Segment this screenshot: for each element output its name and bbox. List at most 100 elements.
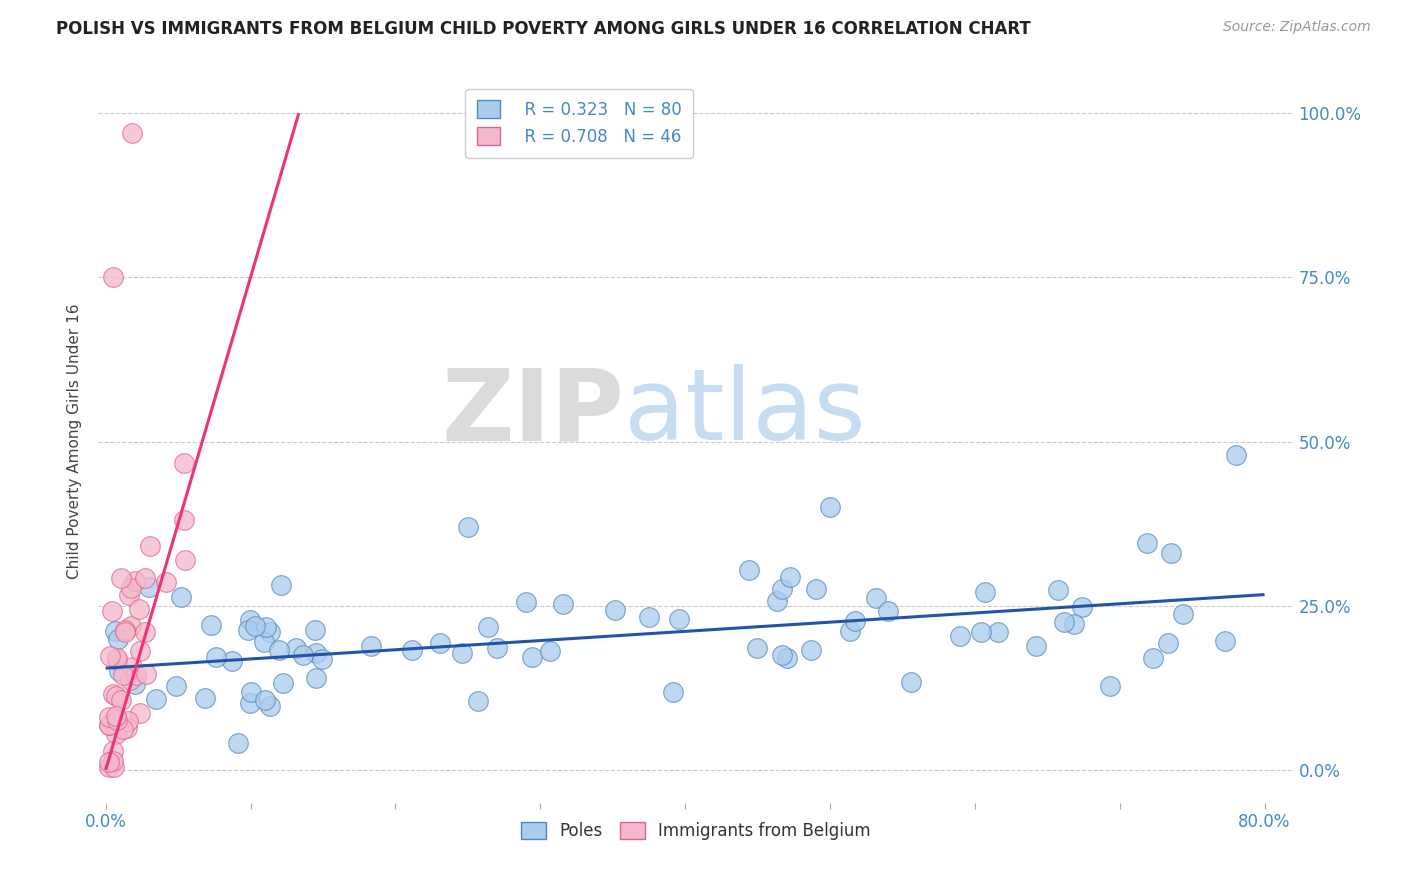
Text: atlas: atlas <box>624 364 866 461</box>
Point <box>110 693 132 707</box>
Point <box>662 684 685 698</box>
Point <box>1173 607 1195 622</box>
Point <box>135 667 157 681</box>
Y-axis label: Child Poverty Among Girls Under 16: Child Poverty Among Girls Under 16 <box>67 304 83 579</box>
Point <box>285 640 308 655</box>
Point <box>101 603 124 617</box>
Point <box>360 639 382 653</box>
Point <box>114 624 136 639</box>
Point <box>804 582 827 597</box>
Point <box>270 577 292 591</box>
Point <box>1098 679 1121 693</box>
Point <box>738 563 761 577</box>
Point <box>105 713 128 727</box>
Point <box>1046 582 1069 597</box>
Point <box>1136 536 1159 550</box>
Point <box>304 623 326 637</box>
Point <box>121 126 143 140</box>
Point <box>668 612 690 626</box>
Point <box>1156 636 1178 650</box>
Point <box>97 718 120 732</box>
Point <box>121 660 143 674</box>
Point <box>974 585 997 599</box>
Point <box>259 624 281 639</box>
Point <box>236 623 259 637</box>
Point <box>221 654 243 668</box>
Point <box>138 580 160 594</box>
Point <box>253 693 276 707</box>
Point <box>125 668 148 682</box>
Point <box>1063 617 1085 632</box>
Point <box>174 553 197 567</box>
Point <box>605 603 627 617</box>
Point <box>98 755 121 769</box>
Point <box>766 594 789 608</box>
Text: POLISH VS IMMIGRANTS FROM BELGIUM CHILD POVERTY AMONG GIRLS UNDER 16 CORRELATION: POLISH VS IMMIGRANTS FROM BELGIUM CHILD … <box>56 20 1031 37</box>
Point <box>1053 615 1076 630</box>
Point <box>900 675 922 690</box>
Point <box>103 760 125 774</box>
Point <box>304 646 326 660</box>
Point <box>745 641 768 656</box>
Point <box>949 629 972 643</box>
Point <box>128 602 150 616</box>
Point <box>101 270 124 285</box>
Point <box>538 644 561 658</box>
Point <box>638 610 661 624</box>
Point <box>401 643 423 657</box>
Point <box>115 721 138 735</box>
Point <box>205 649 228 664</box>
Point <box>776 651 799 665</box>
Point <box>1213 634 1236 648</box>
Point <box>124 677 146 691</box>
Point <box>97 718 120 732</box>
Point <box>865 591 887 606</box>
Point <box>239 613 262 627</box>
Point <box>134 624 156 639</box>
Point <box>134 571 156 585</box>
Point <box>101 744 124 758</box>
Point <box>117 714 139 728</box>
Point <box>118 673 141 687</box>
Point <box>111 668 134 682</box>
Point <box>770 648 793 662</box>
Point <box>1025 639 1047 653</box>
Point <box>112 722 135 736</box>
Point <box>118 588 141 602</box>
Point <box>114 623 136 637</box>
Point <box>271 676 294 690</box>
Point <box>1070 600 1092 615</box>
Point <box>101 754 124 768</box>
Point <box>97 710 120 724</box>
Point <box>110 571 132 585</box>
Point <box>457 520 479 534</box>
Point <box>254 620 277 634</box>
Point <box>970 624 993 639</box>
Point <box>105 651 128 665</box>
Point <box>173 513 195 527</box>
Point <box>105 690 128 704</box>
Point <box>194 690 217 705</box>
Point <box>165 679 187 693</box>
Text: Source: ZipAtlas.com: Source: ZipAtlas.com <box>1223 20 1371 34</box>
Point <box>1225 448 1247 462</box>
Point <box>467 694 489 708</box>
Point <box>105 653 128 667</box>
Point <box>239 685 262 699</box>
Point <box>429 636 451 650</box>
Point <box>104 709 127 723</box>
Point <box>515 595 537 609</box>
Point <box>1160 546 1182 560</box>
Point <box>844 614 866 628</box>
Point <box>100 648 122 663</box>
Point <box>128 644 150 658</box>
Point <box>97 760 120 774</box>
Point <box>486 641 509 656</box>
Point <box>770 582 793 597</box>
Point <box>173 457 195 471</box>
Point <box>226 736 249 750</box>
Point <box>155 574 177 589</box>
Point <box>551 597 574 611</box>
Point <box>145 692 167 706</box>
Point <box>129 706 152 720</box>
